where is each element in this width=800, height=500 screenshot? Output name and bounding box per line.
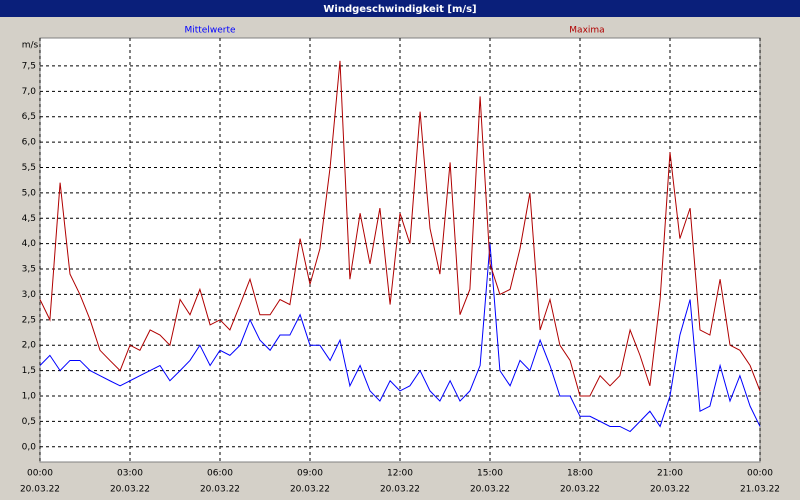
x-tick-label: 00:00 (747, 469, 773, 479)
y-tick-label: 3,0 (22, 290, 37, 300)
title-bar (0, 0, 800, 17)
y-tick-label: 6,5 (22, 112, 36, 122)
x-tick-label: 06:00 (207, 469, 233, 479)
x-tick-label: 09:00 (297, 469, 323, 479)
y-tick-label: 4,5 (22, 214, 36, 224)
series-line (39, 60, 761, 397)
y-tick-label: 1,5 (22, 366, 36, 376)
x-tick-date: 20.03.22 (290, 485, 330, 495)
y-tick-label: 1,0 (22, 391, 37, 401)
y-tick-label: 5,0 (22, 188, 37, 198)
x-tick-date: 20.03.22 (560, 485, 600, 495)
y-unit: m/s (22, 41, 39, 51)
y-tick-label: 0,5 (22, 417, 36, 427)
chart-title: Windgeschwindigkeit [m/s] (323, 4, 476, 15)
y-tick-label: 4,0 (22, 239, 37, 249)
x-tick-label: 21:00 (657, 469, 683, 479)
y-tick-label: 7,0 (22, 87, 37, 97)
x-tick-label: 12:00 (387, 469, 413, 479)
x-tick-label: 15:00 (477, 469, 503, 479)
legend-label: Mittelwerte (184, 26, 235, 36)
x-tick-date: 20.03.22 (380, 485, 420, 495)
y-tick-label: 5,5 (22, 163, 36, 173)
series-line (39, 243, 761, 433)
x-tick-date: 21.03.22 (740, 485, 780, 495)
x-tick-date: 20.03.22 (200, 485, 240, 495)
y-tick-label: 2,5 (22, 315, 36, 325)
y-tick-label: 3,5 (22, 265, 36, 275)
x-tick-date: 20.03.22 (110, 485, 150, 495)
x-tick-date: 20.03.22 (650, 485, 690, 495)
y-tick-label: 2,0 (22, 341, 37, 351)
x-tick-label: 00:00 (27, 469, 53, 479)
x-tick-date: 20.03.22 (470, 485, 510, 495)
y-tick-label: 7,5 (22, 61, 36, 71)
x-tick-label: 18:00 (567, 469, 593, 479)
x-tick-label: 03:00 (117, 469, 143, 479)
legend-label: Maxima (569, 26, 604, 36)
y-tick-label: 0,0 (22, 442, 37, 452)
y-tick-label: 6,0 (22, 138, 37, 148)
x-tick-date: 20.03.22 (20, 485, 60, 495)
